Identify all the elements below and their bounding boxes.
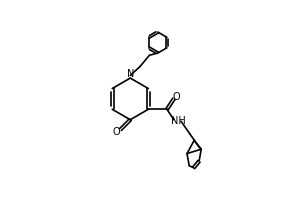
Text: NH: NH xyxy=(171,116,186,126)
Text: O: O xyxy=(113,127,120,137)
Text: O: O xyxy=(173,92,180,102)
Text: N: N xyxy=(127,69,134,79)
